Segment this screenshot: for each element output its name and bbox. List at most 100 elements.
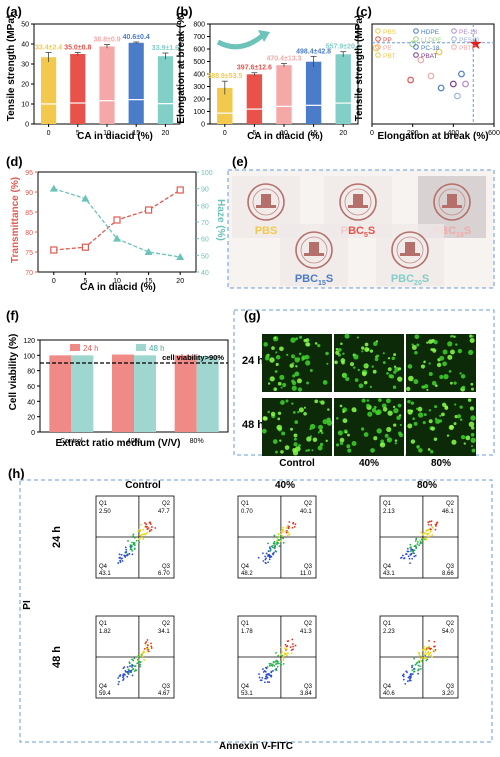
y-tick-label: 400 [193, 72, 205, 79]
cell-event [262, 671, 265, 673]
cell-event [265, 673, 268, 676]
y-tick-label: 20 [27, 415, 35, 422]
cell-event [433, 649, 435, 652]
live-cell [459, 372, 462, 375]
y-tick-label: 50 [21, 22, 29, 29]
live-cell [396, 415, 401, 421]
live-cell [376, 409, 382, 415]
live-cell [412, 417, 415, 420]
cell-event [292, 521, 295, 524]
cell-event [140, 523, 143, 526]
cell-event [418, 652, 420, 655]
cell-event [146, 650, 149, 653]
legend-label: PBAT [421, 53, 438, 60]
cell-event [430, 524, 433, 526]
y-tick-label: 120 [23, 338, 35, 345]
cell-event [431, 534, 434, 537]
transmittance-point [50, 246, 58, 254]
sample-label: PBS [255, 225, 278, 237]
quadrant-value: 41.3 [300, 629, 312, 635]
cell-event [419, 665, 421, 668]
quadrant-name: Q1 [99, 501, 108, 507]
live-cell [434, 405, 438, 409]
live-cell [471, 448, 476, 453]
quadrant-value: 3.20 [442, 691, 454, 697]
live-cell [387, 367, 392, 372]
cell-event [416, 543, 419, 545]
haze-point [144, 248, 153, 255]
y-tick-label-left: 85 [25, 210, 33, 217]
x-tick-label: 0 [223, 130, 227, 137]
live-cell [320, 431, 324, 435]
cell-event [270, 545, 273, 548]
cell-event [131, 541, 133, 544]
cell-event [282, 529, 285, 532]
value-label: 288.9±53.5 [207, 73, 242, 80]
sample-label: PBC20S [391, 273, 429, 287]
live-cell [373, 436, 378, 441]
cell-event [133, 547, 136, 550]
live-cell [294, 371, 300, 377]
panel-f-xlabel: Extract ratio medium (V/V) [55, 438, 180, 449]
cell-event [269, 556, 272, 559]
cell-event [133, 657, 136, 660]
cell-event [129, 548, 132, 551]
cell-event [407, 680, 409, 683]
cell-event [280, 540, 282, 543]
live-cell [431, 380, 437, 386]
live-cell [420, 364, 426, 369]
cell-event [146, 531, 149, 534]
quadrant-value: 59.4 [99, 691, 111, 697]
live-cell [325, 439, 328, 443]
cell-event [271, 663, 274, 666]
scatter-point [409, 40, 417, 48]
cell-event [284, 647, 286, 650]
cell-event [273, 661, 275, 664]
x-tick-label: 10 [113, 278, 121, 285]
live-cell [267, 382, 271, 385]
cell-event [430, 647, 432, 650]
cell-event [430, 654, 433, 657]
value-label: 38.8±0.9 [93, 37, 120, 44]
cell-event [292, 645, 295, 648]
y-tick-label: 0 [31, 430, 35, 437]
cell-event [122, 679, 124, 682]
live-cell [463, 442, 466, 445]
quadrant-value: 43.1 [383, 571, 395, 577]
cell-event [149, 523, 152, 525]
live-cell [291, 354, 295, 359]
value-label: 557.9±20.6 [326, 44, 361, 51]
cell-event [420, 537, 423, 539]
live-cell [367, 411, 373, 417]
bar-48h [71, 355, 94, 432]
quadrant-name: Q3 [304, 684, 313, 690]
live-cell [349, 362, 355, 367]
panel-c-label: (c) [356, 4, 372, 19]
value-label: 35.0±0.8 [64, 44, 91, 51]
cell-event [424, 654, 427, 657]
live-cell [408, 375, 414, 382]
live-cell [430, 426, 435, 431]
value-label: 397.6±12.6 [237, 65, 272, 72]
column-label: 80% [417, 480, 437, 491]
cell-event [143, 659, 146, 661]
live-cell [353, 354, 359, 360]
live-cell [407, 409, 413, 415]
cell-event [410, 548, 413, 550]
quadrant-name: Q2 [446, 621, 455, 627]
trend-arrow [216, 34, 264, 50]
cell-event [264, 558, 267, 561]
live-cell [428, 419, 433, 424]
cell-event [291, 643, 294, 645]
y-tick-label: 80 [27, 369, 35, 376]
bar [99, 46, 115, 124]
cell-event [280, 663, 283, 666]
live-cell [461, 385, 466, 390]
cell-event [435, 523, 438, 526]
live-cell [460, 434, 466, 440]
cell-event [261, 676, 264, 679]
cell-event [267, 561, 270, 564]
cell-event [282, 659, 285, 662]
live-cell [432, 348, 437, 353]
panel-b-xlabel: CA in diacid (%) [247, 131, 323, 142]
